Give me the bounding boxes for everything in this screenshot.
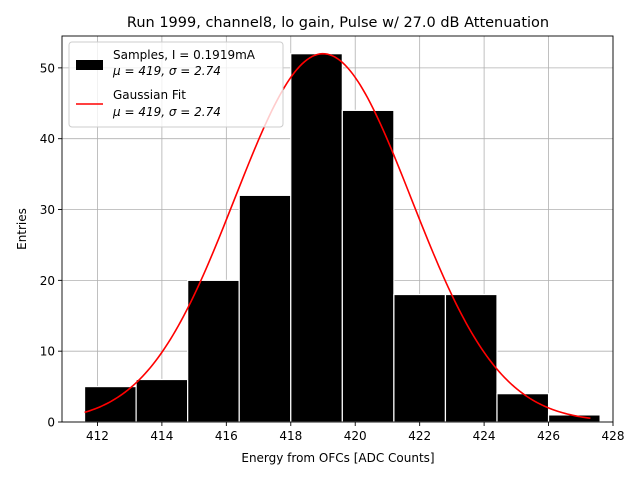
x-tick-label: 428: [602, 429, 625, 443]
legend-samples-label: Samples, I = 0.1919mA: [113, 48, 256, 62]
x-tick-label: 412: [86, 429, 109, 443]
legend-samples-swatch: [76, 60, 103, 70]
histogram-bar: [496, 393, 550, 423]
x-axis-ticks: 412 414 416 418 420 422 424 426 428: [86, 422, 624, 443]
histogram-bars: [83, 53, 601, 423]
histogram-bar: [135, 378, 189, 423]
histogram-bar: [393, 293, 447, 423]
y-tick-label: 0: [47, 416, 55, 430]
histogram-bar: [187, 279, 240, 423]
x-tick-label: 422: [408, 429, 431, 443]
histogram-bar: [83, 385, 137, 423]
x-tick-label: 426: [537, 429, 560, 443]
y-tick-label: 40: [40, 132, 55, 146]
histogram-bar: [341, 109, 395, 423]
y-axis-label: Entries: [15, 208, 29, 250]
x-tick-label: 424: [473, 429, 496, 443]
x-tick-label: 416: [215, 429, 238, 443]
y-tick-label: 50: [40, 61, 55, 75]
x-axis-label: Energy from OFCs [ADC Counts]: [241, 451, 434, 465]
chart-title: Run 1999, channel8, lo gain, Pulse w/ 27…: [127, 15, 549, 31]
legend: Samples, I = 0.1919mA μ = 419, σ = 2.74 …: [68, 41, 284, 128]
histogram-bar: [290, 53, 343, 423]
x-tick-label: 418: [279, 429, 302, 443]
x-tick-label: 420: [344, 429, 367, 443]
plot-area: 412 414 416 418 420 422 424 426 428 0 10 20 30 40 50: [40, 35, 624, 443]
legend-fit-stats: μ = 419, σ = 2.74: [112, 105, 221, 119]
histogram-bar: [238, 194, 292, 423]
y-tick-label: 20: [40, 274, 55, 288]
y-tick-label: 10: [40, 345, 55, 359]
plot-frame: [61, 35, 614, 423]
x-tick-label: 414: [150, 429, 173, 443]
legend-box: [68, 41, 284, 128]
y-tick-label: 30: [40, 203, 55, 217]
legend-fit-label: Gaussian Fit: [113, 88, 186, 102]
legend-samples-stats: μ = 419, σ = 2.74: [112, 64, 221, 78]
y-axis-ticks: 0 10 20 30 40 50: [40, 61, 62, 430]
gaussian-fit-curve: [84, 52, 591, 420]
